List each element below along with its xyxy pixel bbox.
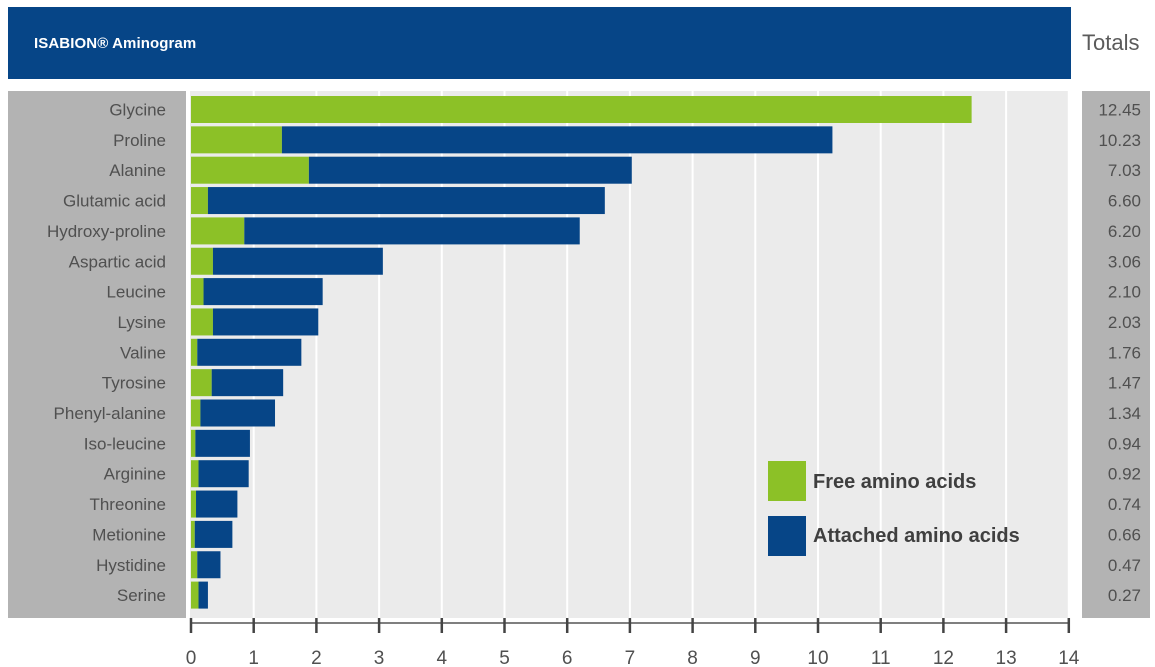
x-tick-label: 8 bbox=[687, 648, 698, 667]
total-value: 2.10 bbox=[1108, 283, 1141, 302]
bar-attached bbox=[197, 339, 301, 366]
category-label: Arginine bbox=[104, 465, 166, 484]
bar-attached bbox=[195, 430, 250, 457]
category-label: Proline bbox=[113, 131, 166, 150]
bar-attached bbox=[212, 369, 283, 396]
bar-free bbox=[191, 187, 208, 214]
category-label: Phenyl-alanine bbox=[54, 404, 166, 423]
x-tick-label: 2 bbox=[311, 648, 322, 667]
bar-attached bbox=[309, 157, 632, 184]
total-value: 0.66 bbox=[1108, 525, 1141, 544]
category-label: Threonine bbox=[89, 495, 166, 514]
bar-free bbox=[191, 430, 195, 457]
bar-free bbox=[191, 157, 309, 184]
bar-free bbox=[191, 551, 197, 578]
bar-free bbox=[191, 308, 213, 335]
total-value: 0.74 bbox=[1108, 495, 1141, 514]
bar-attached bbox=[204, 278, 323, 305]
category-label: Alanine bbox=[109, 161, 166, 180]
total-value: 0.94 bbox=[1108, 434, 1141, 453]
total-value: 3.06 bbox=[1108, 252, 1141, 271]
bar-attached bbox=[213, 248, 383, 275]
x-tick-label: 9 bbox=[750, 648, 761, 667]
bar-attached bbox=[200, 400, 275, 427]
x-tick-label: 6 bbox=[562, 648, 573, 667]
x-tick-label: 14 bbox=[1058, 648, 1080, 667]
category-label: Serine bbox=[117, 586, 166, 605]
bar-attached bbox=[197, 551, 220, 578]
x-tick-label: 11 bbox=[871, 648, 891, 667]
bar-free bbox=[191, 582, 199, 609]
bar-attached bbox=[196, 491, 237, 518]
total-value: 0.27 bbox=[1108, 586, 1141, 605]
bar-attached bbox=[213, 308, 318, 335]
bar-free bbox=[191, 369, 212, 396]
total-value: 2.03 bbox=[1108, 313, 1141, 332]
bar-free bbox=[191, 96, 972, 123]
bar-attached bbox=[195, 521, 233, 548]
total-value: 0.92 bbox=[1108, 465, 1141, 484]
total-value: 1.34 bbox=[1108, 404, 1141, 423]
total-value: 6.20 bbox=[1108, 222, 1141, 241]
bar-attached bbox=[208, 187, 605, 214]
bar-attached bbox=[199, 460, 249, 487]
x-tick-label: 3 bbox=[374, 648, 385, 667]
category-label: Tyrosine bbox=[102, 374, 166, 393]
total-value: 12.45 bbox=[1098, 101, 1141, 120]
bar-free bbox=[191, 217, 244, 244]
bar-free bbox=[191, 126, 282, 153]
bar-free bbox=[191, 278, 204, 305]
bar-free bbox=[191, 339, 197, 366]
total-value: 10.23 bbox=[1098, 131, 1141, 150]
total-value: 1.47 bbox=[1108, 374, 1141, 393]
bar-free bbox=[191, 400, 200, 427]
bar-free bbox=[191, 521, 195, 548]
x-tick-label: 10 bbox=[807, 648, 828, 667]
category-label: Glycine bbox=[109, 101, 166, 120]
total-value: 0.47 bbox=[1108, 556, 1141, 575]
legend-label-free: Free amino acids bbox=[813, 471, 976, 494]
x-tick-label: 4 bbox=[437, 648, 448, 667]
category-label: Lysine bbox=[117, 313, 166, 332]
category-label: Hystidine bbox=[96, 556, 166, 575]
legend-label-attached: Attached amino acids bbox=[813, 525, 1020, 548]
category-label: Glutamic acid bbox=[63, 192, 166, 211]
category-label: Metionine bbox=[92, 525, 166, 544]
total-value: 6.60 bbox=[1108, 192, 1141, 211]
category-label: Iso-leucine bbox=[84, 434, 166, 453]
bar-free bbox=[191, 491, 196, 518]
x-tick-label: 5 bbox=[499, 648, 510, 667]
category-label: Valine bbox=[120, 343, 166, 362]
total-value: 1.76 bbox=[1108, 343, 1141, 362]
category-label: Hydroxy-proline bbox=[47, 222, 166, 241]
category-label: Aspartic acid bbox=[69, 252, 166, 271]
legend-swatch-attached bbox=[768, 516, 806, 556]
bar-attached bbox=[199, 582, 208, 609]
x-tick-label: 1 bbox=[248, 648, 259, 667]
x-tick-label: 7 bbox=[625, 648, 636, 667]
legend-swatch-free bbox=[768, 461, 806, 501]
x-tick-label: 12 bbox=[933, 648, 954, 667]
category-label: Leucine bbox=[106, 283, 166, 302]
bar-free bbox=[191, 460, 199, 487]
bar-attached bbox=[282, 126, 833, 153]
bar-attached bbox=[244, 217, 579, 244]
x-tick-label: 0 bbox=[186, 648, 197, 667]
total-value: 7.03 bbox=[1108, 161, 1141, 180]
x-tick-label: 13 bbox=[996, 648, 1017, 667]
bar-free bbox=[191, 248, 213, 275]
